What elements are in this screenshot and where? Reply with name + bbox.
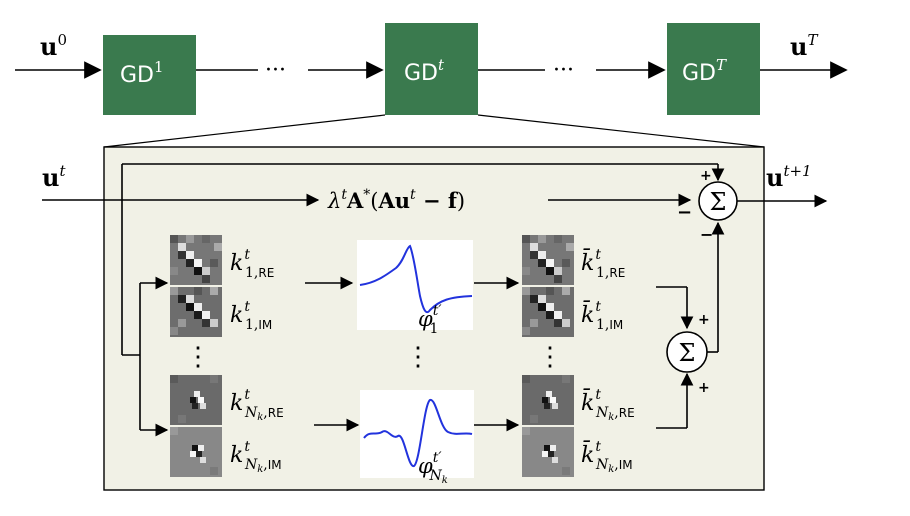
pipeline-output-superscript: T <box>807 31 818 49</box>
pipeline-input-superscript: 0 <box>57 31 67 49</box>
detail-input-symbol: u <box>42 163 59 192</box>
svg-text:uT: uT <box>790 31 818 61</box>
gd-block-t <box>385 23 478 115</box>
gd-block-1-superscript: 1 <box>154 58 164 76</box>
adjoint-kernel-label-1-im: k̄t 1,IM <box>581 299 623 333</box>
gd-block-T <box>667 23 760 115</box>
detail-output-superscript: t+1 <box>783 162 811 180</box>
adjoint-kernel-label-nk-im: k̄t Nk,IM <box>581 439 633 475</box>
adjoint-kernel-label-1-re: k̄t 1,RE <box>581 247 625 281</box>
svg-text:GDt: GDt <box>404 56 445 86</box>
zoom-line-left <box>103 114 386 148</box>
kernel-image-1-re <box>170 235 222 285</box>
activation-label-1: φt′ 1 <box>418 303 442 337</box>
svg-text:ut: ut <box>42 162 66 192</box>
pipeline-input-symbol: u <box>40 32 57 61</box>
kernel-label-nk-re: kt Nk,RE <box>230 387 284 423</box>
sum-kernels-sign-bottom: + <box>698 380 710 396</box>
svg-text:GDT: GDT <box>682 56 727 86</box>
kernel-image-1-im <box>170 287 222 337</box>
gd-block-T-label: GD <box>682 61 716 86</box>
activation-curve-1 <box>359 244 473 314</box>
pipeline-ellipsis-2: ··· <box>553 58 574 83</box>
gd-block-t-label: GD <box>404 61 438 86</box>
gradient-term: λtA*(Aut − f) <box>327 187 465 213</box>
activation-curve-nk <box>363 399 473 468</box>
gd-block-1-label: GD <box>120 63 154 88</box>
kernel-dots-left: ⋮ <box>185 342 211 372</box>
adjoint-kernel-image-1-re <box>522 235 574 285</box>
adjoint-kernel-image-nk-im <box>522 427 574 477</box>
activation-dots: ⋮ <box>405 342 431 372</box>
activation-label-nk: φt′ Nk <box>418 450 448 486</box>
kernel-image-nk-im <box>170 427 222 477</box>
activation-plot-1 <box>357 240 473 330</box>
sum-main-sign-bottom: − <box>700 225 713 244</box>
svg-text:u0: u0 <box>40 31 67 61</box>
pipeline: u0 GD1 ··· GDt ··· GDT uT <box>15 23 848 115</box>
gd-block-t-superscript: t <box>438 56 445 74</box>
sum-node-kernels-symbol: Σ <box>679 339 696 367</box>
kernel-labels-right: k̄t 1,RE k̄t 1,IM k̄t Nk,RE k̄t Nk,IM <box>581 247 635 475</box>
svg-text:GD1: GD1 <box>120 58 164 88</box>
adjoint-kernel-image-nk-re <box>522 375 574 425</box>
adjoint-kernel-image-1-im <box>522 287 574 337</box>
zoom-line-right <box>477 114 765 148</box>
kernel-dots-right: ⋮ <box>537 342 563 372</box>
detail-output-symbol: u <box>766 163 783 192</box>
kernel-label-1-im: kt 1,IM <box>230 299 272 333</box>
gd-block-T-superscript: T <box>716 56 727 74</box>
kernel-labels-left: kt 1,RE kt 1,IM kt Nk,RE kt Nk,IM <box>230 247 284 475</box>
kernel-label-1-re: kt 1,RE <box>230 247 274 281</box>
sum-main-sign-left: − <box>677 202 692 223</box>
sum-main-sign-top: + <box>700 168 712 184</box>
detail-input-superscript: t <box>59 162 66 180</box>
activation-plot-nk <box>360 390 474 478</box>
sum-kernels-sign-top: + <box>698 312 710 328</box>
pipeline-ellipsis-1: ··· <box>265 58 286 83</box>
kernel-label-nk-im: kt Nk,IM <box>230 439 282 475</box>
adjoint-kernel-label-nk-re: k̄t Nk,RE <box>581 387 635 423</box>
kernel-image-nk-re <box>170 375 222 425</box>
gd-block-1 <box>103 35 196 115</box>
svg-text:ut+1: ut+1 <box>766 162 812 192</box>
sum-node-main-symbol: Σ <box>710 188 727 216</box>
pipeline-output-symbol: u <box>790 32 807 61</box>
